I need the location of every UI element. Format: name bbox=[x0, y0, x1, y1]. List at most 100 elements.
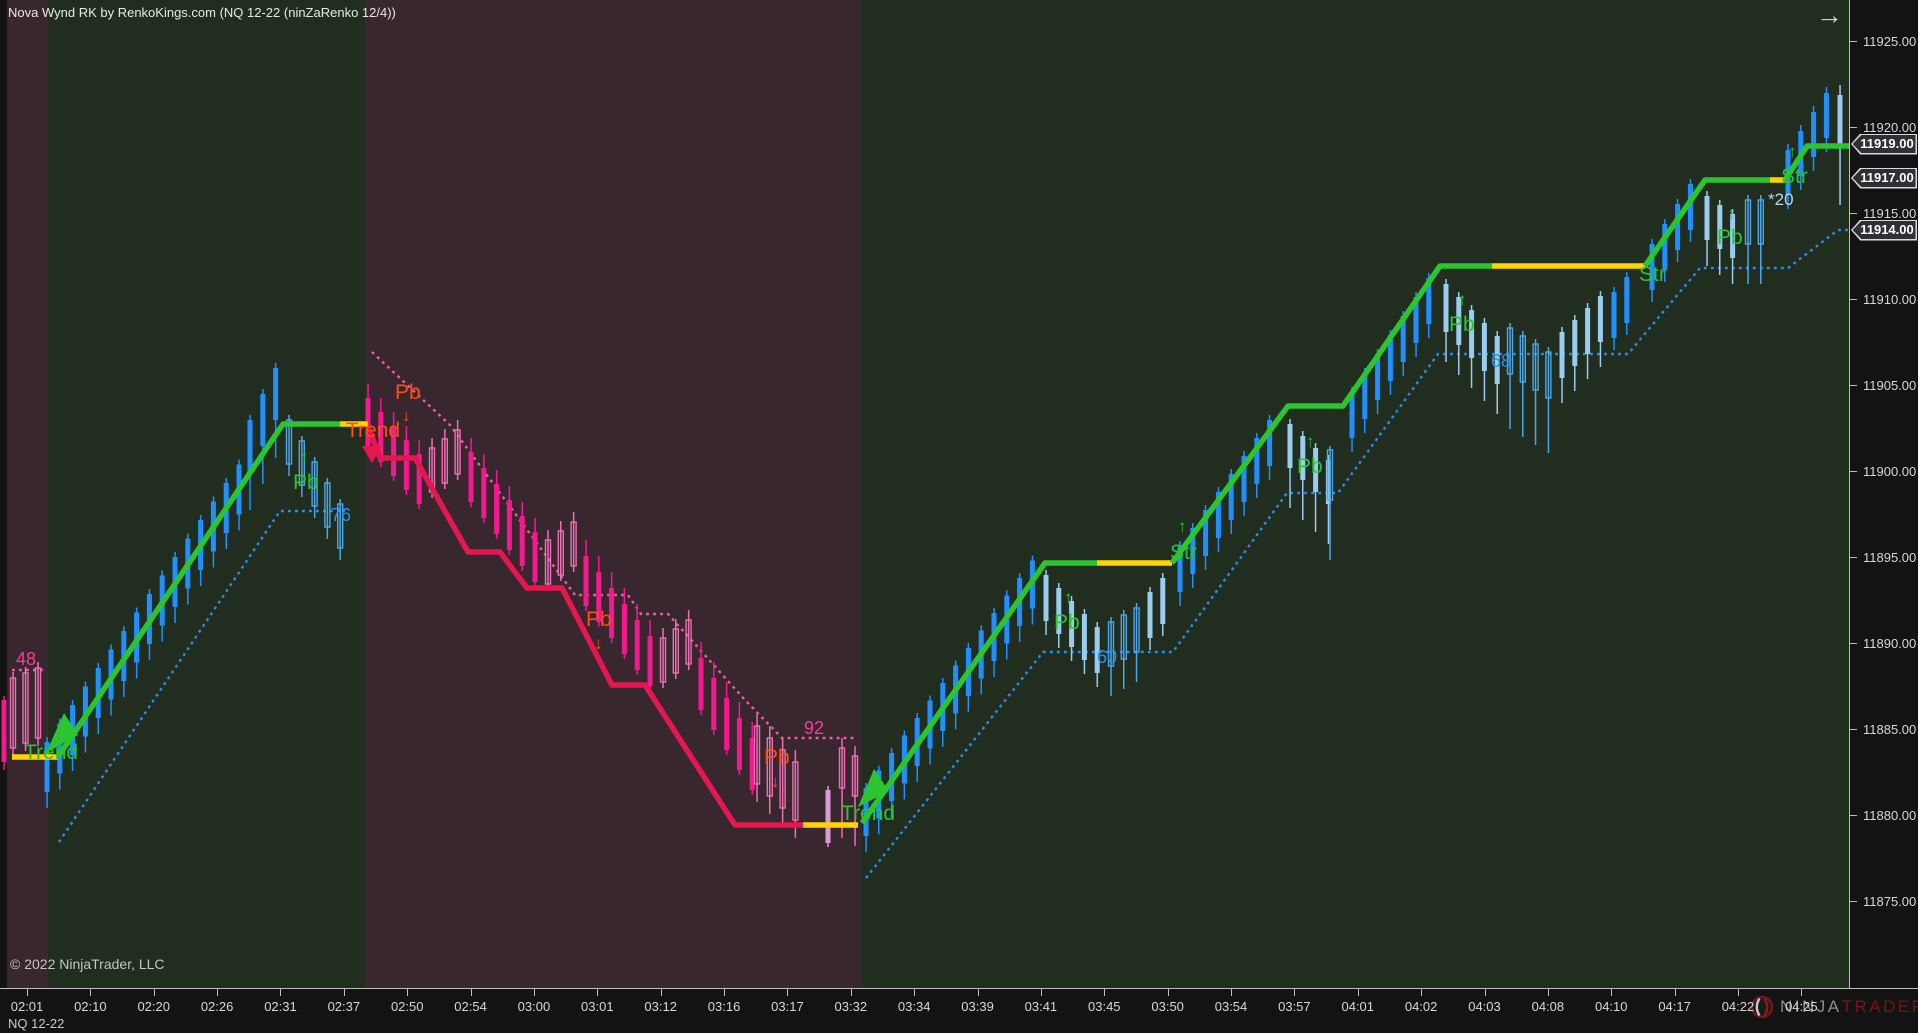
renko-bar-down bbox=[749, 738, 755, 790]
time-tick-label: 02:54 bbox=[454, 999, 487, 1014]
renko-bar-down-hollow-wick bbox=[781, 738, 784, 826]
renko-bar-down-hollow bbox=[454, 429, 461, 475]
trend-up-arrow-icon bbox=[858, 769, 889, 807]
renko-bar-down-hollow-wick bbox=[794, 750, 797, 838]
pullback-arrow-down-icon: ↓ bbox=[594, 634, 603, 653]
renko-bar-pullback bbox=[1313, 448, 1319, 492]
time-tick bbox=[153, 989, 155, 996]
pullback-signal-label: Pb bbox=[1054, 611, 1080, 634]
pullback-signal-label: Pb bbox=[586, 608, 612, 631]
chart-trader-collapse-arrow-icon[interactable]: → bbox=[1816, 0, 1843, 30]
time-tick bbox=[470, 989, 472, 996]
renko-bar-up-hollow-wick bbox=[1547, 347, 1550, 453]
price-tick bbox=[1850, 213, 1857, 214]
renko-bar-down bbox=[583, 556, 589, 606]
renko-bar-up bbox=[247, 420, 253, 472]
price-tick-label: 11925.00 bbox=[1863, 34, 1917, 49]
time-tick bbox=[533, 989, 535, 996]
renko-bar-down-hollow bbox=[9, 677, 17, 749]
renko-bar-pullback bbox=[1300, 436, 1306, 480]
time-tick bbox=[1611, 989, 1613, 996]
pullback-arrow-up-icon: ↑ bbox=[1727, 204, 1736, 223]
chart-canvas[interactable]: 48 Trend ↑ Pb 76 Trend Pb ↓ Pb ↓ Pb ↓ 92 Trend ↑ Pb 60 ↑ S… bbox=[0, 0, 1849, 988]
copyright-watermark: © 2022 NinjaTrader, LLC bbox=[10, 956, 165, 972]
trend-up-arrow-icon bbox=[46, 713, 78, 753]
price-tick-label: 11900.00 bbox=[1863, 464, 1917, 479]
strength-arrow-up-icon: ↑ bbox=[1647, 240, 1656, 259]
price-tick-label: 11880.00 bbox=[1863, 808, 1917, 823]
renko-bar-up-hollow bbox=[285, 419, 293, 465]
renko-bar-up bbox=[1687, 184, 1693, 230]
renko-bar-down-hollow bbox=[851, 755, 859, 797]
price-tick-label: 11890.00 bbox=[1863, 636, 1917, 651]
trend-band-down bbox=[7, 0, 48, 988]
trend-signal-label: Trend bbox=[346, 419, 401, 442]
renko-bar-pullback bbox=[1704, 196, 1710, 240]
renko-bar-pullback bbox=[1559, 332, 1565, 378]
renko-bar-up bbox=[1375, 354, 1381, 400]
renko-bar-up-hollow-wick bbox=[1760, 195, 1762, 284]
renko-bar-down bbox=[711, 678, 717, 730]
renko-bar-down-hollow bbox=[766, 737, 773, 797]
renko-bar-pullback bbox=[1160, 578, 1166, 624]
time-tick bbox=[280, 989, 282, 996]
renko-bar-up-hollow-wick bbox=[1110, 617, 1112, 696]
renko-bar-down-hollow bbox=[753, 725, 761, 785]
renko-bar-up bbox=[1190, 528, 1196, 574]
pullback-signal-label: Pb bbox=[764, 746, 790, 769]
time-tick-label: 03:57 bbox=[1278, 999, 1311, 1014]
renko-bar-down bbox=[481, 468, 487, 518]
brand-trader-text: TRADER bbox=[1841, 997, 1918, 1016]
time-tick-label: 02:01 bbox=[10, 999, 44, 1014]
pullback-signal-label: Pb bbox=[1717, 226, 1743, 249]
renko-bar-up-hollow bbox=[1519, 335, 1527, 383]
price-tick-label: 11905.00 bbox=[1863, 378, 1917, 393]
time-tick bbox=[1294, 989, 1296, 996]
time-tick bbox=[1484, 989, 1486, 996]
wynd-count-label: 92 bbox=[804, 718, 825, 738]
time-tick bbox=[90, 989, 92, 996]
renko-bar-up-hollow bbox=[298, 440, 305, 486]
renko-bar-up bbox=[273, 368, 279, 420]
time-tick-label: 04:22 bbox=[1721, 999, 1755, 1014]
pullback-signal-label: Pb bbox=[395, 381, 421, 404]
price-tick bbox=[1850, 643, 1857, 644]
price-tick bbox=[1850, 901, 1857, 902]
time-tick bbox=[1357, 989, 1359, 996]
renko-bar-down-hollow-wick bbox=[662, 628, 664, 688]
pullback-arrow-up-icon: ↑ bbox=[1458, 290, 1467, 309]
time-tick-label: 02:37 bbox=[327, 999, 361, 1014]
trend-line-up bbox=[1642, 177, 1770, 268]
time-tick bbox=[1737, 989, 1739, 996]
price-tick bbox=[1850, 471, 1857, 472]
price-tick-label: 11915.00 bbox=[1863, 206, 1917, 221]
price-marker: 11914.00 bbox=[1851, 219, 1917, 241]
time-tick bbox=[1104, 989, 1106, 996]
renko-bar-up-hollow bbox=[1107, 621, 1115, 667]
renko-bar-pullback bbox=[1837, 95, 1843, 145]
time-axis[interactable]: NQ 12-22 NINJATRADER® 02:01 02:10 02:20 02:… bbox=[0, 988, 1918, 1033]
renko-bar-pullback bbox=[1081, 614, 1087, 660]
renko-bar-down-hollow-wick bbox=[675, 619, 677, 679]
time-tick-label: 02:31 bbox=[264, 999, 297, 1014]
price-axis[interactable]: 11925.00 11920.00 11915.00 11910.00 11905.00… bbox=[1849, 0, 1918, 988]
trend-signal-label: Trend bbox=[24, 741, 79, 764]
renko-bar-down-hollow bbox=[779, 749, 786, 809]
renko-bar-up-hollow-wick bbox=[1747, 195, 1749, 284]
renko-bar-down-hollow bbox=[34, 667, 42, 739]
time-tick bbox=[1167, 989, 1169, 996]
pullback-arrow-down-icon: ↓ bbox=[402, 406, 411, 425]
renko-bar-up-hollow-wick bbox=[313, 457, 316, 518]
renko-bar-down-hollow bbox=[685, 619, 692, 665]
time-tick bbox=[724, 989, 726, 996]
renko-bar-up bbox=[1823, 93, 1829, 138]
time-tick-label: 04:03 bbox=[1468, 999, 1501, 1014]
pullback-arrow-up-icon: ↑ bbox=[1306, 432, 1315, 451]
renko-bar-down-hollow-wick bbox=[769, 726, 771, 814]
time-tick-label: 03:17 bbox=[771, 999, 804, 1014]
renko-bar-down-hollow-wick bbox=[12, 672, 14, 756]
instrument-label: NQ 12-22 bbox=[8, 1016, 65, 1031]
renko-bar-pullback bbox=[1287, 424, 1293, 468]
pullback-signal-label: Pb bbox=[293, 471, 319, 494]
time-tick-label: 03:39 bbox=[961, 999, 994, 1014]
